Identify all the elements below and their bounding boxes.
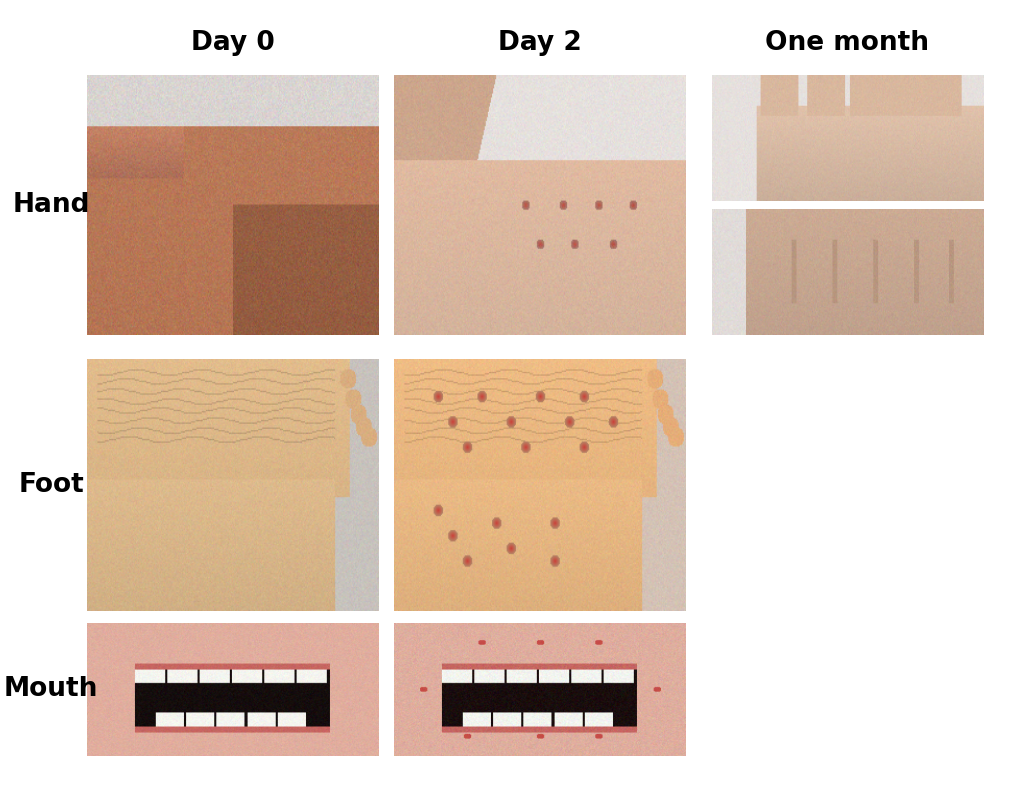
Text: Day 2: Day 2 — [499, 31, 582, 56]
Text: One month: One month — [765, 31, 930, 56]
Text: Day 0: Day 0 — [191, 31, 274, 56]
Text: Mouth: Mouth — [4, 677, 98, 702]
Text: Hand: Hand — [12, 192, 90, 217]
Text: Foot: Foot — [18, 472, 84, 497]
